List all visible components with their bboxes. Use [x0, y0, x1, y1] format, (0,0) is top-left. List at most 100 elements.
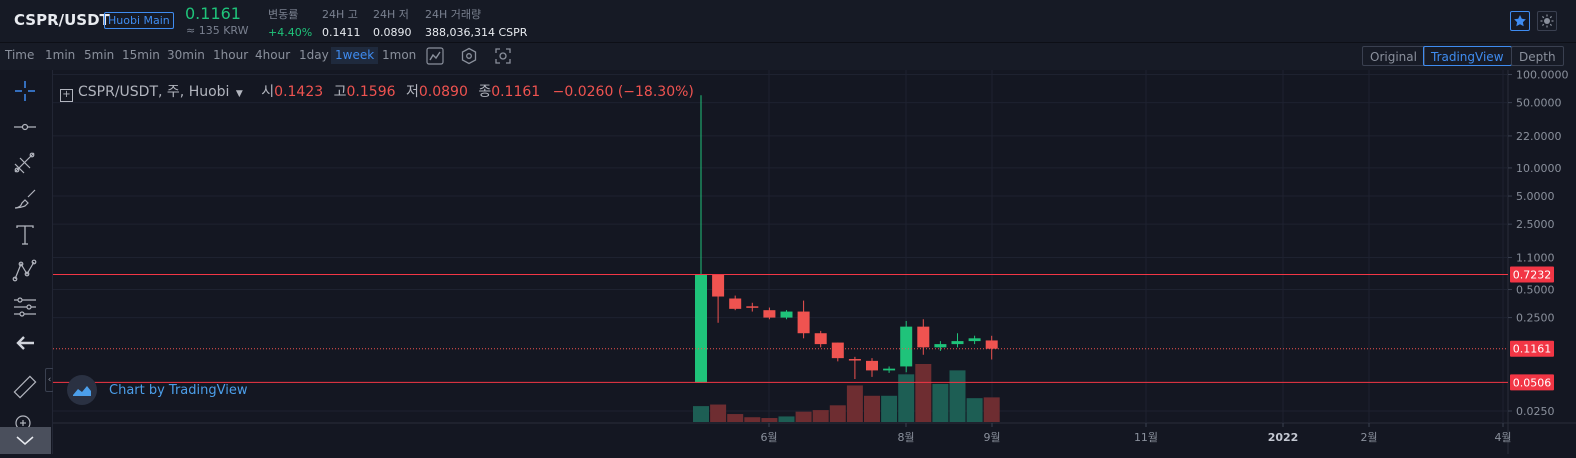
scroll-down-button[interactable]	[0, 427, 51, 454]
price-tick-label: 2.5000	[1516, 218, 1555, 231]
chart-type-icon[interactable]	[426, 47, 444, 65]
stat-volume: 24H 거래량 388,036,314 CSPR	[425, 6, 527, 39]
candle-body	[712, 274, 725, 297]
time-label: Time	[5, 48, 35, 62]
candle-body	[951, 341, 964, 345]
stat-low: 24H 저 0.0890	[373, 6, 412, 39]
price-line-label: 0.1161	[1513, 343, 1552, 356]
candle-body	[985, 340, 998, 349]
legend-low-label: 저	[405, 84, 419, 100]
candle-body	[695, 274, 707, 383]
brush-icon[interactable]	[12, 186, 38, 212]
volume-bar	[932, 383, 949, 422]
view-original-button[interactable]: Original	[1362, 46, 1425, 66]
ruler-icon[interactable]	[12, 374, 38, 400]
price-tick-label: 10.0000	[1516, 162, 1562, 175]
candle-body	[866, 360, 878, 371]
screenshot-icon[interactable]	[494, 47, 512, 65]
price-tick-label: 50.0000	[1516, 97, 1562, 110]
time-tick-label: 9월	[983, 431, 1000, 444]
chevron-down-icon	[16, 436, 34, 445]
candle-body	[780, 311, 793, 318]
legend-change: −0.0260 (−18.30%)	[552, 84, 694, 100]
exchange-badge[interactable]: Huobi Main	[104, 12, 174, 29]
back-arrow-icon[interactable]	[12, 330, 38, 356]
legend-symbol[interactable]: CSPR/USDT, 주, Huobi	[78, 84, 230, 100]
price-tick-label: 5.0000	[1516, 190, 1555, 203]
candle-body	[797, 311, 810, 334]
volume-bar	[983, 397, 1000, 422]
price-line-label-bg	[1510, 340, 1554, 357]
price-line-label: 0.0506	[1513, 376, 1552, 389]
drawing-toolbar	[0, 70, 53, 454]
timeframe-1min[interactable]: 1min	[45, 48, 76, 62]
legend-close: 0.1161	[491, 84, 541, 100]
legend-open-label: 시	[261, 84, 275, 100]
timeframe-30min[interactable]: 30min	[167, 48, 205, 62]
stat-volume-value: 388,036,314 CSPR	[425, 26, 528, 39]
star-icon[interactable]	[1510, 11, 1530, 31]
volume-bar	[881, 395, 898, 422]
timeframe-4hour[interactable]: 4hour	[255, 48, 291, 62]
price-line-label-bg	[1510, 266, 1554, 283]
volume-bar	[710, 404, 727, 422]
last-price: 0.1161	[185, 4, 241, 23]
volume-bar	[949, 370, 966, 422]
legend-low: 0.0890	[418, 84, 468, 100]
legend-caret-icon[interactable]: ▼	[235, 89, 243, 99]
tradingview-watermark[interactable]: Chart by TradingView	[67, 375, 247, 405]
time-tick-label: 2월	[1360, 431, 1377, 444]
timeframe-1mon[interactable]: 1mon	[382, 48, 417, 62]
volume-bar	[915, 364, 932, 422]
crosshair-icon[interactable]	[12, 78, 38, 104]
watermark-text: Chart by TradingView	[109, 382, 248, 398]
timeframe-1hour[interactable]: 1hour	[213, 48, 249, 62]
time-tick-label: 6월	[760, 431, 777, 444]
price-tick-label: 100.0000	[1516, 69, 1569, 82]
volume-bar	[966, 398, 983, 422]
price-tick-label: 0.2500	[1516, 312, 1555, 325]
candle-body	[883, 368, 896, 371]
volume-bar	[693, 406, 709, 422]
pattern-icon[interactable]	[12, 258, 38, 284]
volume-bar	[727, 414, 744, 422]
stat-low-value: 0.0890	[373, 26, 412, 39]
stat-high: 24H 고 0.1411	[322, 6, 361, 39]
volume-bar	[778, 416, 795, 422]
candle-body	[763, 310, 776, 318]
candle-body	[746, 306, 759, 308]
timeframe-1week[interactable]: 1week	[331, 47, 379, 64]
stat-change-value: +4.40%	[268, 26, 313, 39]
timeframe-1day[interactable]: 1day	[299, 48, 329, 62]
legend-high: 0.1596	[346, 84, 396, 100]
candle-body	[934, 344, 947, 348]
volume-bar	[898, 374, 915, 422]
sun-icon[interactable]	[1537, 11, 1557, 31]
view-depth-button[interactable]: Depth	[1511, 46, 1564, 66]
stat-change: 변동률 +4.40%	[268, 6, 312, 39]
volume-bar	[795, 411, 812, 422]
pair-title: CSPR/USDT	[14, 11, 110, 29]
candle-body	[814, 333, 827, 345]
settings-hexagon-icon[interactable]	[460, 47, 478, 65]
legend-high-label: 고	[333, 84, 347, 100]
fib-tool-icon[interactable]	[12, 150, 38, 176]
timeframe-5min[interactable]: 5min	[84, 48, 115, 62]
text-icon[interactable]	[12, 222, 38, 248]
tradingview-logo-icon	[67, 375, 97, 405]
timeframe-15min[interactable]: 15min	[122, 48, 160, 62]
price-axis	[1508, 70, 1576, 423]
stat-volume-label: 24H 거래량	[425, 8, 482, 21]
volume-bar	[864, 395, 880, 422]
price-tick-label: 1.1000	[1516, 251, 1555, 264]
trend-line-icon[interactable]	[12, 114, 38, 140]
price-tick-label: 22.0000	[1516, 130, 1562, 143]
time-tick-label: 8월	[897, 431, 914, 444]
volume-bar	[846, 385, 863, 422]
candle-body	[831, 342, 844, 359]
price-tick-label: 0.5000	[1516, 283, 1555, 296]
volume-bar	[829, 405, 846, 422]
legend-plus-icon[interactable]: +	[60, 89, 73, 102]
prediction-icon[interactable]	[12, 294, 38, 320]
